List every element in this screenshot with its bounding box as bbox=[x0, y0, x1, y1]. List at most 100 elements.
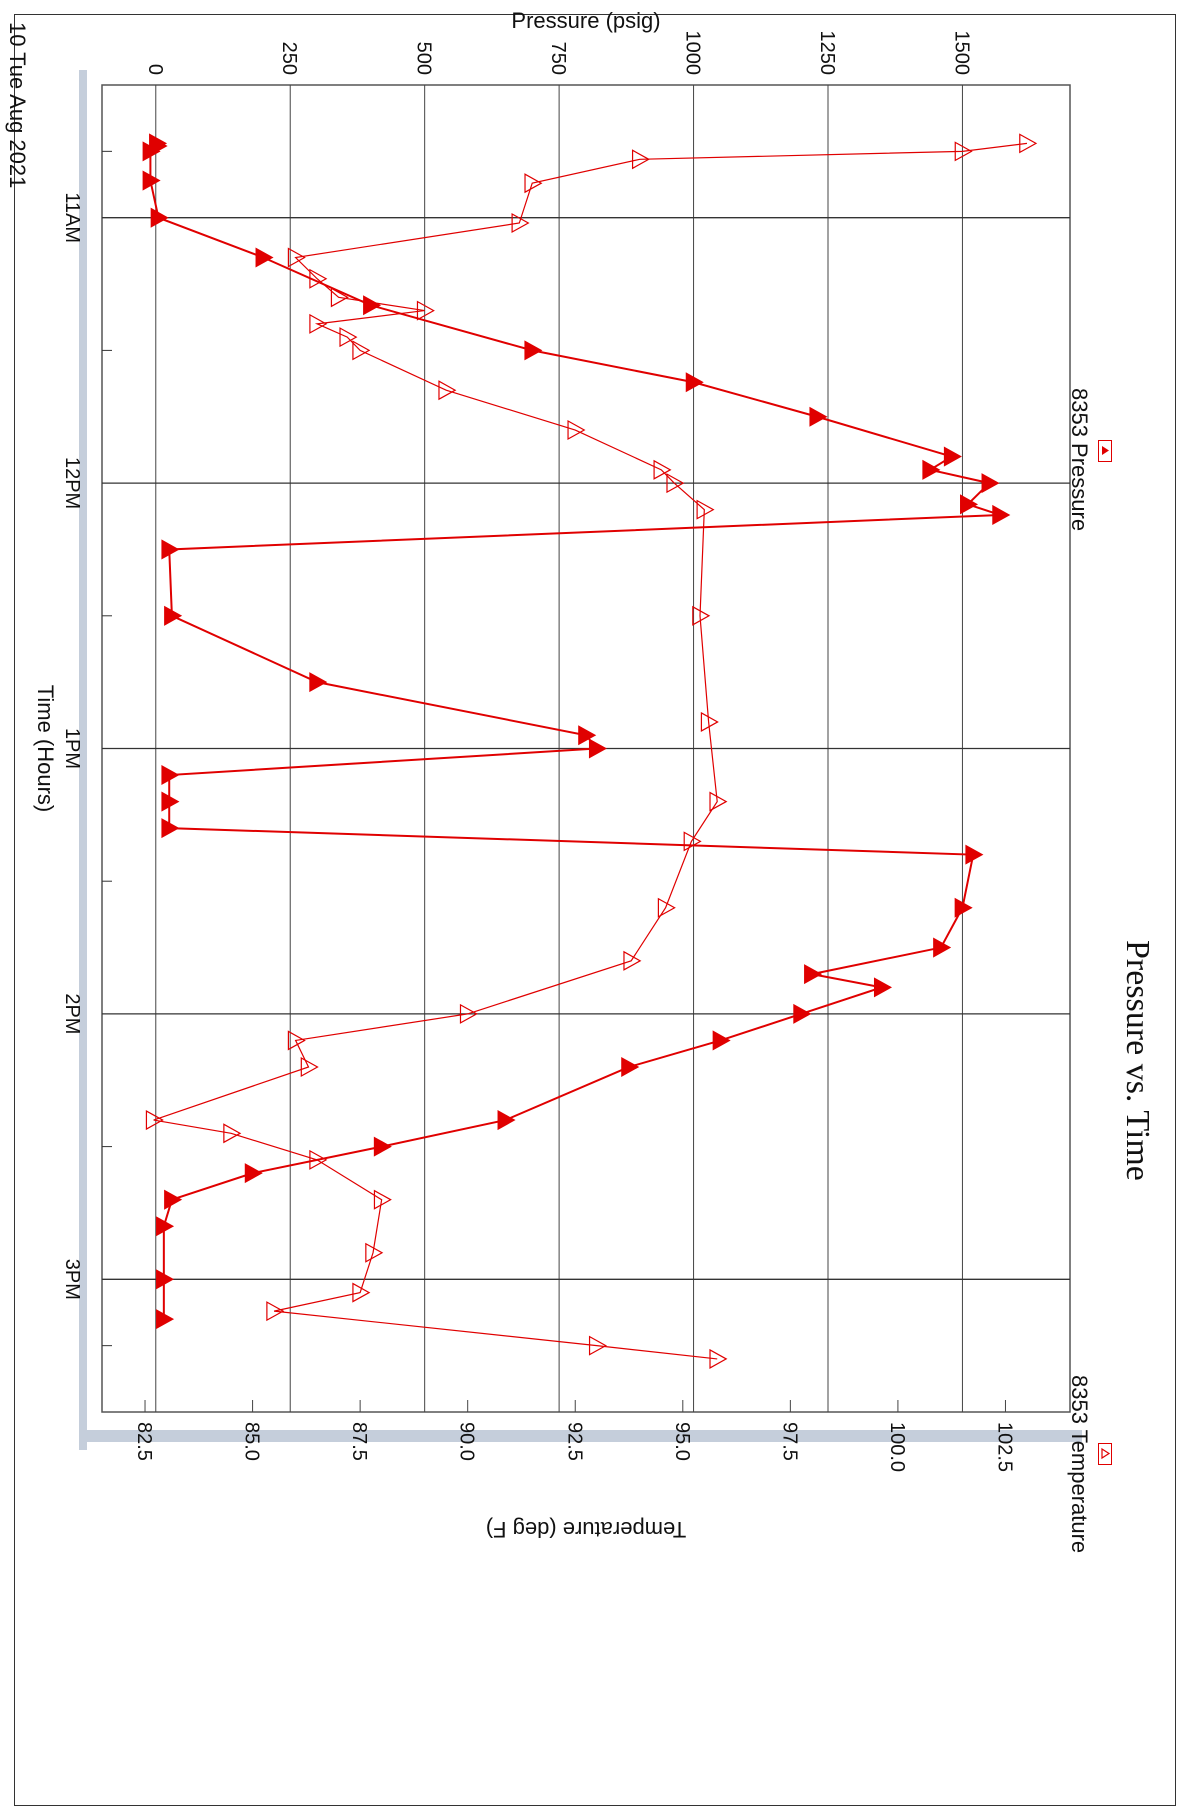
temperature-tick-label: 87.5 bbox=[348, 1422, 370, 1461]
open-triangle-icon bbox=[1101, 1447, 1111, 1460]
date-label: 10 Tue Aug 2021 bbox=[5, 22, 30, 189]
temperature-tick-label: 97.5 bbox=[778, 1422, 800, 1461]
temperature-point bbox=[266, 1301, 285, 1322]
pressure-point bbox=[922, 459, 941, 480]
temperature-point bbox=[524, 173, 543, 194]
temperature-point bbox=[223, 1123, 242, 1144]
pressure-point bbox=[244, 1163, 263, 1184]
pressure-point bbox=[161, 818, 180, 839]
pressure-point bbox=[712, 1030, 731, 1051]
y-axis-right-title: Temperature (deg F) bbox=[486, 1517, 687, 1542]
pressure-tick-label: 750 bbox=[547, 42, 569, 75]
time-tick-label: 1PM bbox=[61, 728, 83, 769]
y-axis-left-title: Pressure (psig) bbox=[511, 8, 660, 33]
pressure-point bbox=[156, 1309, 175, 1330]
pressure-point bbox=[943, 446, 962, 467]
pressure-point bbox=[161, 539, 180, 560]
temperature-point bbox=[709, 1348, 728, 1369]
pressure-point bbox=[809, 406, 828, 427]
temperature-point bbox=[954, 141, 973, 162]
temperature-point bbox=[631, 149, 651, 170]
pressure-point bbox=[960, 494, 979, 515]
pressure-point bbox=[981, 473, 1000, 494]
pressure-point bbox=[150, 207, 169, 228]
time-tick-label: 2PM bbox=[61, 993, 83, 1034]
temperature-point bbox=[309, 268, 328, 289]
chart-title: Pressure vs. Time bbox=[1119, 940, 1156, 1181]
temperature-tick-label: 85.0 bbox=[241, 1422, 263, 1461]
filled-triangle-icon bbox=[1102, 446, 1109, 455]
temperature-point bbox=[459, 1003, 478, 1024]
pressure-tick-label: 1500 bbox=[950, 31, 972, 76]
pressure-point bbox=[164, 1189, 183, 1210]
temperature-point bbox=[330, 287, 349, 308]
pressure-point bbox=[992, 504, 1011, 525]
pressure-point bbox=[804, 964, 823, 985]
x-axis-title: Time (Hours) bbox=[33, 685, 58, 813]
temperature-point bbox=[700, 711, 719, 732]
pressure-point bbox=[873, 977, 893, 998]
pressure-tick-label: 0 bbox=[144, 64, 166, 75]
series-line-pressure bbox=[149, 143, 1001, 1320]
legend-temperature-label: 8353 Temperature bbox=[1067, 1375, 1092, 1554]
temperature-point bbox=[623, 950, 642, 971]
temperature-point bbox=[657, 897, 676, 918]
temperature-point bbox=[339, 327, 358, 348]
temperature-tick-label: 82.5 bbox=[133, 1422, 155, 1461]
pressure-point bbox=[363, 295, 382, 316]
pressure-point bbox=[255, 247, 274, 268]
temperature-point bbox=[287, 247, 306, 268]
pressure-tick-label: 500 bbox=[413, 42, 435, 75]
legend-pressure-marker bbox=[1098, 440, 1112, 462]
pressure-point bbox=[793, 1003, 812, 1024]
temperature-point bbox=[352, 340, 371, 361]
pressure-point bbox=[164, 605, 183, 626]
temperature-point bbox=[365, 1242, 384, 1263]
pressure-point bbox=[524, 340, 543, 361]
temperature-tick-label: 100.0 bbox=[886, 1422, 908, 1472]
temperature-point bbox=[511, 212, 530, 234]
temperature-tick-label: 102.5 bbox=[993, 1422, 1015, 1472]
temperature-point bbox=[309, 313, 328, 334]
pressure-point bbox=[142, 141, 161, 162]
temperature-point bbox=[373, 1189, 392, 1210]
temperature-point bbox=[145, 1110, 164, 1131]
temperature-tick-label: 92.5 bbox=[563, 1422, 585, 1461]
pressure-point bbox=[309, 672, 328, 693]
pressure-tick-label: 1000 bbox=[682, 31, 704, 76]
temperature-point bbox=[287, 1030, 306, 1051]
pressure-point bbox=[578, 725, 597, 746]
temperature-point bbox=[1019, 133, 1038, 154]
pressure-point bbox=[156, 1216, 175, 1237]
pressure-point bbox=[161, 765, 180, 786]
temperature-point bbox=[567, 420, 586, 441]
pressure-point bbox=[161, 791, 180, 812]
pressure-tick-label: 250 bbox=[278, 42, 300, 75]
pressure-point bbox=[497, 1110, 516, 1131]
pressure-point bbox=[373, 1136, 392, 1157]
temperature-point bbox=[416, 300, 435, 321]
temperature-point bbox=[666, 473, 685, 494]
pressure-point bbox=[621, 1056, 640, 1077]
temperature-point bbox=[709, 791, 728, 812]
temperature-point bbox=[683, 831, 702, 852]
temperature-point bbox=[653, 459, 672, 480]
pressure-point bbox=[965, 844, 984, 865]
right-band bbox=[82, 1430, 1082, 1442]
pressure-tick-label: 1250 bbox=[816, 31, 838, 76]
pressure-point bbox=[685, 372, 704, 393]
temperature-tick-label: 90.0 bbox=[456, 1422, 478, 1461]
temperature-point bbox=[352, 1282, 371, 1303]
temperature-point bbox=[300, 1056, 319, 1077]
time-tick-label: 12PM bbox=[61, 457, 83, 509]
temperature-point bbox=[692, 605, 711, 626]
temperature-tick-label: 95.0 bbox=[671, 1422, 693, 1461]
temperature-point bbox=[438, 380, 457, 401]
legend-temperature-marker bbox=[1098, 1443, 1112, 1465]
temperature-point bbox=[309, 1149, 328, 1170]
bottom-band bbox=[79, 70, 87, 1450]
temperature-point bbox=[696, 499, 715, 520]
pressure-point bbox=[156, 1269, 175, 1290]
